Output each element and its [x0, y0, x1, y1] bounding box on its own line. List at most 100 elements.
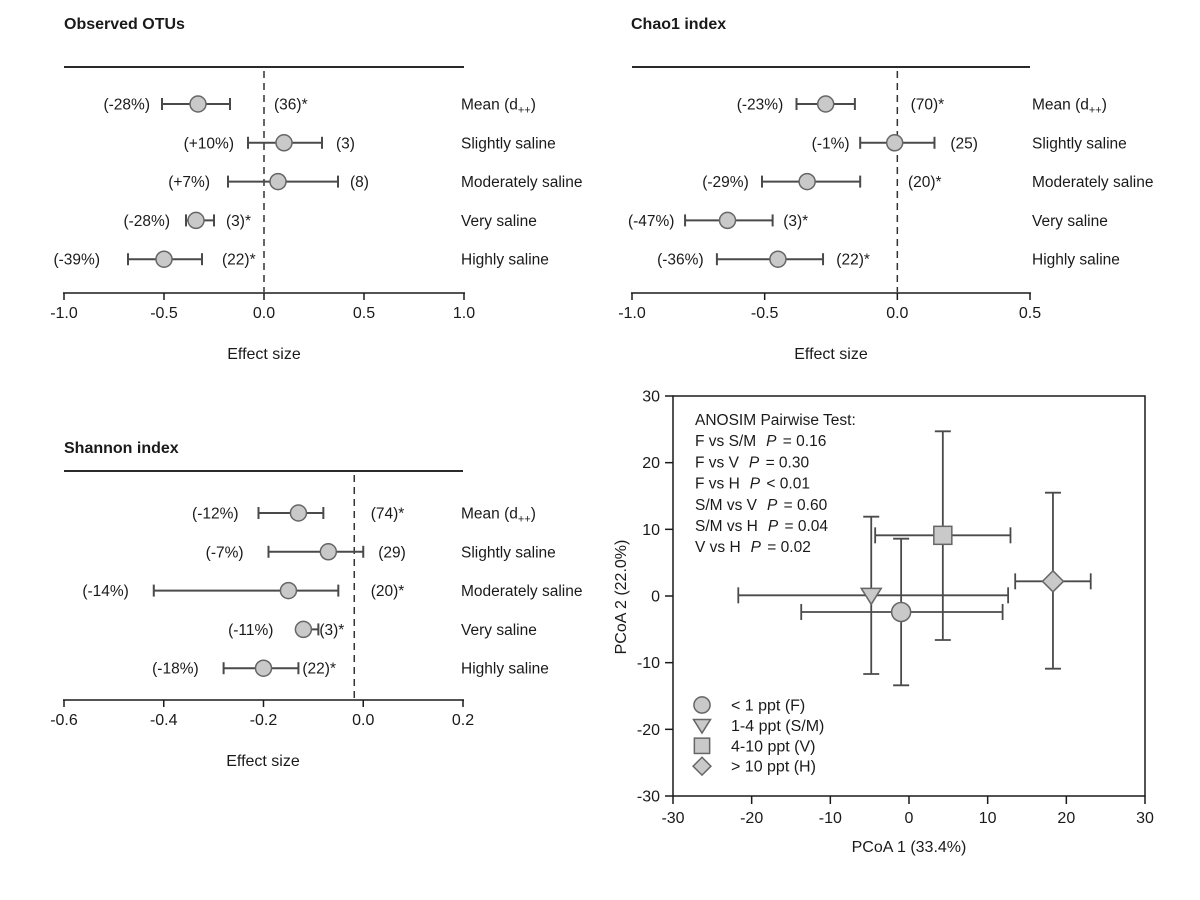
anosim-title: ANOSIM Pairwise Test: — [695, 412, 856, 429]
effect-point — [275, 134, 293, 152]
shannon-title: Shannon index — [64, 440, 179, 457]
anosim-test-line: F vs S/M P = 0.16 — [695, 433, 826, 450]
series-marker — [859, 587, 883, 606]
x-axis-tick-label: 1.0 — [453, 305, 475, 322]
row-category-label: Moderately saline — [461, 583, 582, 600]
sample-size-label: (3)* — [783, 213, 808, 230]
row-category-label: Very saline — [1032, 213, 1108, 230]
effect-point — [294, 620, 313, 639]
effect-point — [816, 95, 835, 113]
legend-label: > 10 ppt (H) — [731, 759, 816, 776]
percent-change-label: (+10%) — [184, 135, 234, 152]
series-marker — [890, 601, 912, 623]
panel-pcoa: -30 -20 -10 0 10 20 30 -30 -20 -10 0 10 20 30 ANOSIM P… — [637, 389, 1154, 828]
effect-point — [798, 172, 816, 191]
shannon-xaxis-label: Effect size — [226, 753, 300, 770]
percent-change-label: (-11%) — [228, 622, 273, 639]
y-axis-tick-label: 10 — [642, 522, 660, 539]
percent-change-label: (-28%) — [103, 97, 150, 114]
observed-otus-title: Observed OTUs — [64, 16, 185, 33]
effect-point — [319, 543, 338, 561]
legend-label: < 1 ppt (F) — [731, 698, 805, 715]
sample-size-label: (22)* — [222, 252, 256, 269]
legend-label: 4-10 ppt (V) — [731, 738, 815, 755]
legend-marker-circle — [693, 696, 711, 714]
pcoa-yaxis-label: PCoA 2 (22.0%) — [613, 539, 630, 655]
legend-marker-square — [693, 737, 711, 755]
row-category-label: Slightly saline — [461, 544, 556, 561]
x-axis-tick-label: 0.0 — [253, 305, 275, 322]
effect-point — [189, 95, 207, 113]
row-category-label: Mean (d++) — [461, 97, 536, 117]
percent-change-label: (-18%) — [152, 661, 199, 678]
series-marker — [1041, 569, 1065, 593]
chao1-xaxis-label: Effect size — [794, 346, 868, 363]
row-category-label: Slightly saline — [1032, 135, 1127, 152]
y-axis-tick-label: 0 — [651, 589, 660, 606]
chao1-title: Chao1 index — [631, 16, 727, 33]
row-category-label: Slightly saline — [461, 135, 556, 152]
effect-point — [187, 211, 205, 230]
row-category-label: Moderately saline — [1032, 174, 1153, 191]
row-category-label: Highly saline — [461, 661, 549, 678]
percent-change-label: (+7%) — [168, 174, 210, 191]
x-axis-tick-label: 0.0 — [886, 305, 908, 322]
legend-label: 1-4 ppt (S/M) — [731, 718, 824, 735]
x-axis-tick-label: 0.5 — [353, 305, 375, 322]
sample-size-label: (74)* — [371, 506, 405, 523]
row-category-label: Mean (d++) — [1032, 97, 1107, 117]
percent-change-label: (-14%) — [82, 583, 129, 600]
percent-change-label: (-36%) — [657, 252, 704, 269]
x-axis-tick-label: 20 — [1057, 810, 1075, 827]
y-axis-tick-label: 20 — [642, 455, 660, 472]
sample-size-label: (36)* — [274, 97, 308, 114]
sample-size-label: (20)* — [908, 174, 942, 191]
sample-size-label: (3)* — [226, 213, 251, 230]
legend-marker-triangle-down — [692, 718, 712, 735]
y-axis-tick-label: -20 — [637, 722, 660, 739]
x-axis-tick-label: -0.5 — [751, 305, 779, 322]
x-axis-tick-label: -10 — [819, 810, 842, 827]
x-axis-tick-label: -0.4 — [150, 712, 178, 729]
row-category-label: Very saline — [461, 622, 537, 639]
x-axis-tick-label: -0.2 — [250, 712, 278, 729]
sample-size-label: (3) — [336, 135, 355, 152]
x-axis-tick-label: -0.6 — [50, 712, 78, 729]
effect-point — [279, 581, 298, 600]
x-axis-tick-label: 0.2 — [452, 712, 474, 729]
sample-size-label: (25) — [950, 135, 978, 152]
sample-size-label: (3)* — [319, 622, 344, 639]
row-category-label: Mean (d++) — [461, 506, 536, 526]
observed-otus-xaxis-label: Effect size — [227, 346, 301, 363]
x-axis-tick-label: 30 — [1136, 810, 1154, 827]
effect-point — [289, 504, 308, 522]
percent-change-label: (-1%) — [812, 135, 850, 152]
percent-change-label: (-47%) — [628, 213, 675, 230]
row-category-label: Highly saline — [461, 252, 549, 269]
percent-change-label: (-23%) — [737, 97, 784, 114]
panel-chao1-index: -1.0 -0.5 0.0 0.5 (-23%) (70)* Mean (d++) (-1%)… — [618, 66, 1153, 322]
y-axis-tick-label: -30 — [637, 789, 660, 806]
y-axis-tick-label: -10 — [637, 655, 660, 672]
panel-observed-otus: -1.0 -0.5 0.0 0.5 1.0 (-28%) (36)* Mean (d++) (+… — [50, 66, 582, 322]
x-axis-tick-label: -20 — [740, 810, 763, 827]
y-axis-tick-label: 30 — [642, 389, 660, 406]
effect-point — [269, 172, 287, 191]
x-axis-tick-label: 0.5 — [1019, 305, 1041, 322]
x-axis-tick-label: 0.0 — [352, 712, 374, 729]
x-axis-tick-label: 0 — [905, 810, 914, 827]
row-category-label: Highly saline — [1032, 252, 1120, 269]
x-axis-tick-label: 10 — [979, 810, 997, 827]
x-axis-tick-label: -0.5 — [150, 305, 178, 322]
sample-size-label: (70)* — [911, 97, 945, 114]
percent-change-label: (-7%) — [206, 544, 244, 561]
sample-size-label: (20)* — [371, 583, 405, 600]
effect-point — [718, 211, 737, 230]
panel-shannon-index: -0.6 -0.4 -0.2 0.0 0.2 (-12%) (74)* Mean (d++) (… — [50, 470, 582, 729]
percent-change-label: (-39%) — [53, 252, 100, 269]
